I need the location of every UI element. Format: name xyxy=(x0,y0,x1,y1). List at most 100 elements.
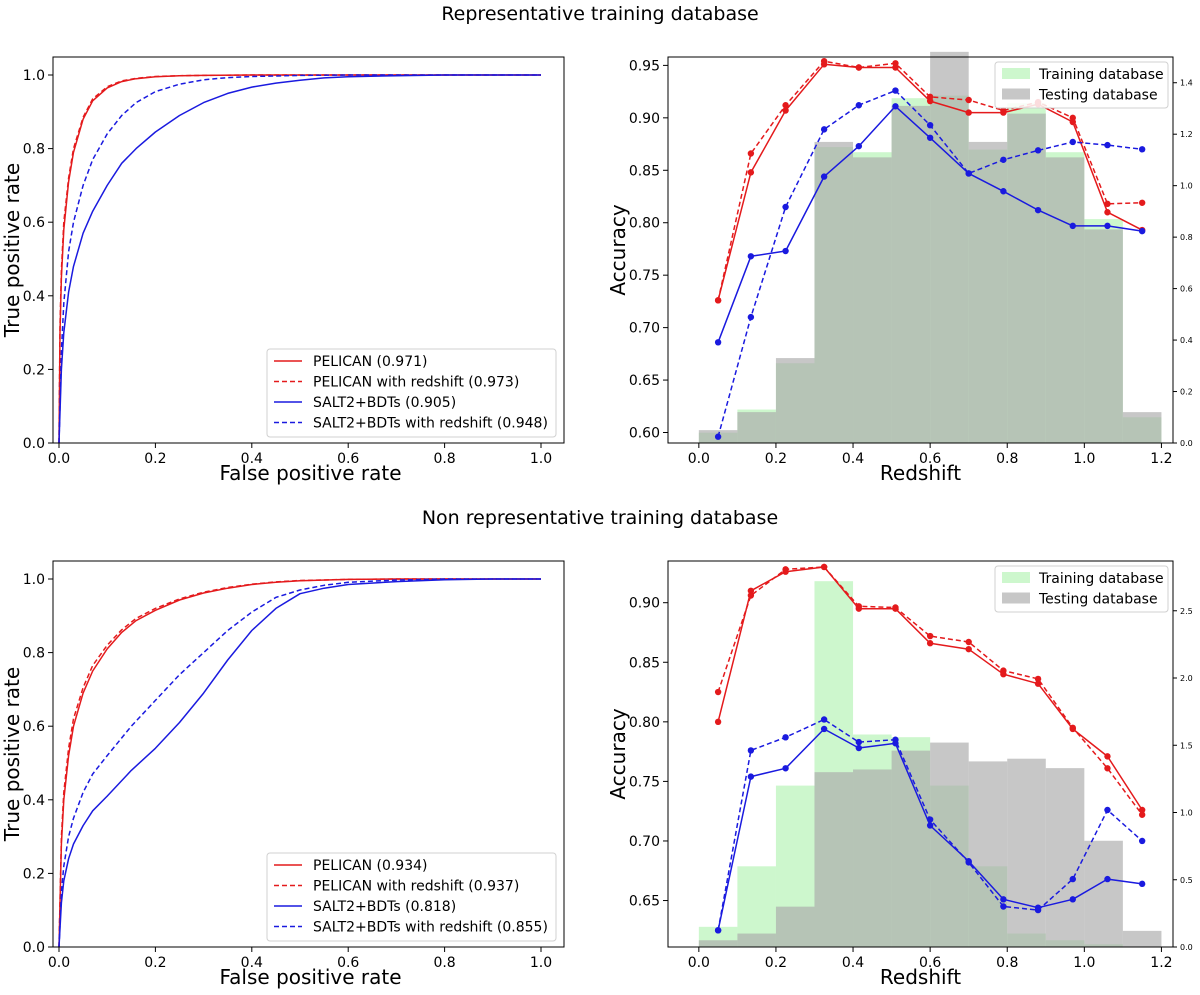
series-line-3 xyxy=(58,578,541,948)
testing-hist-bar xyxy=(930,51,969,443)
series-point xyxy=(1034,906,1042,914)
series-point xyxy=(820,725,828,733)
y-tick-label: 0.0 xyxy=(23,940,45,956)
series-point xyxy=(1138,227,1146,235)
x-tick-label: 1.0 xyxy=(530,451,552,467)
series-point xyxy=(965,170,972,177)
series-point xyxy=(855,142,863,150)
legend-label: PELICAN (0.971) xyxy=(313,354,428,370)
y-tick-label: 0.75 xyxy=(629,774,660,790)
series-point xyxy=(714,688,722,696)
x-tick-label: 0.0 xyxy=(48,451,70,467)
testing-hist-bar xyxy=(814,141,854,444)
series-point xyxy=(820,563,828,571)
series-point xyxy=(1000,896,1007,903)
series-point xyxy=(782,203,789,211)
series-point xyxy=(1138,880,1146,888)
series-point xyxy=(965,859,972,866)
y-right-tick-label: 1.5 xyxy=(1180,741,1193,750)
y-tick-label: 1.0 xyxy=(23,68,45,84)
y-right-tick-label: 1.4 xyxy=(1180,79,1193,88)
series-point xyxy=(782,734,789,741)
x-tick-label: 0.0 xyxy=(688,955,710,971)
x-tick-label: 0.6 xyxy=(919,451,941,467)
series-point xyxy=(747,773,755,780)
x-axis-label: Redshift xyxy=(880,965,961,989)
series-point xyxy=(714,927,722,934)
testing-hist-bar xyxy=(1045,157,1085,444)
y-tick-label: 0.2 xyxy=(23,362,45,378)
testing-hist-bar xyxy=(891,750,931,947)
series-line-2 xyxy=(58,578,541,948)
y-tick-label: 0.85 xyxy=(629,655,660,671)
testing-hist-bar xyxy=(1122,930,1162,947)
legend-swatch xyxy=(1002,572,1030,583)
series-line-1 xyxy=(58,74,541,444)
series-line-2 xyxy=(58,74,541,444)
chart-roc_nonrep: 0.0 0.2 0.4 0.6 0.8 1.0 0.0 0.2 0.4 0.6 0.8 1.0 Fals… xyxy=(0,560,565,989)
x-tick-label: 0.0 xyxy=(688,451,710,467)
series-point xyxy=(926,822,934,829)
y-axis-label: True positive rate xyxy=(0,163,24,338)
series-point xyxy=(1069,875,1076,883)
series-point xyxy=(965,109,972,116)
x-tick-label: 0.6 xyxy=(337,955,359,971)
y-right-tick-label: 0.4 xyxy=(1180,336,1193,345)
y-right-tick-label: 1.0 xyxy=(1180,182,1193,191)
series-point xyxy=(820,126,828,133)
series-point xyxy=(1034,206,1042,214)
y-axis-label: True positive rate xyxy=(0,667,24,842)
legend-swatch xyxy=(1002,68,1030,79)
series-point xyxy=(1104,209,1111,216)
y-tick-label: 0.90 xyxy=(629,111,660,127)
x-tick-label: 1.0 xyxy=(530,955,552,971)
y-tick-label: 0.6 xyxy=(23,215,45,231)
legend-box xyxy=(994,61,1169,109)
series-point xyxy=(747,150,755,157)
plot-frame xyxy=(52,56,565,444)
series-point xyxy=(926,93,934,101)
top-section-title: Representative training database xyxy=(441,3,759,25)
y-axis-label: Accuracy xyxy=(606,204,630,295)
y-right-tick-label: 1.2 xyxy=(1180,130,1193,139)
y-tick-label: 0.80 xyxy=(629,216,660,232)
series-point xyxy=(1104,765,1111,772)
plot-frame xyxy=(52,560,565,948)
x-axis-label: False positive rate xyxy=(220,461,402,485)
y-tick-label: 0.95 xyxy=(629,58,660,74)
series-point xyxy=(1069,114,1076,122)
testing-hist-bar xyxy=(737,933,776,947)
legend-label: SALT2+BDTs (0.905) xyxy=(313,395,456,411)
series-point xyxy=(1104,806,1111,814)
testing-hist-bar xyxy=(737,412,776,443)
series-point xyxy=(782,566,789,573)
series-point xyxy=(965,645,972,653)
y-tick-label: 0.6 xyxy=(23,719,45,735)
y-tick-label: 1.0 xyxy=(23,572,45,588)
y-tick-label: 0.4 xyxy=(23,289,45,305)
y-tick-label: 0.75 xyxy=(629,268,660,284)
series-point xyxy=(855,744,863,752)
series-point xyxy=(1069,896,1076,903)
series-line-1 xyxy=(58,578,541,948)
series-point xyxy=(965,96,972,104)
x-tick-label: 0.2 xyxy=(765,451,787,467)
legend-box xyxy=(266,852,557,942)
series-point xyxy=(747,587,755,594)
bottom-section-title: Non representative training database xyxy=(421,507,779,529)
x-tick-label: 0.8 xyxy=(996,955,1018,971)
series-point xyxy=(820,716,828,723)
series-point xyxy=(747,592,755,599)
y-right-tick-label: 0.5 xyxy=(1180,876,1193,885)
legend-label: Training database xyxy=(1038,67,1164,83)
series-point xyxy=(782,247,789,255)
testing-hist-bar xyxy=(1007,758,1046,947)
series-point xyxy=(714,339,722,346)
testing-hist-bar xyxy=(1045,768,1085,947)
x-axis-label: False positive rate xyxy=(220,965,402,989)
series-point xyxy=(714,297,722,304)
x-tick-label: 0.2 xyxy=(144,451,166,467)
series-point xyxy=(714,718,722,726)
series-point xyxy=(1138,811,1146,818)
y-tick-label: 0.60 xyxy=(629,426,660,442)
